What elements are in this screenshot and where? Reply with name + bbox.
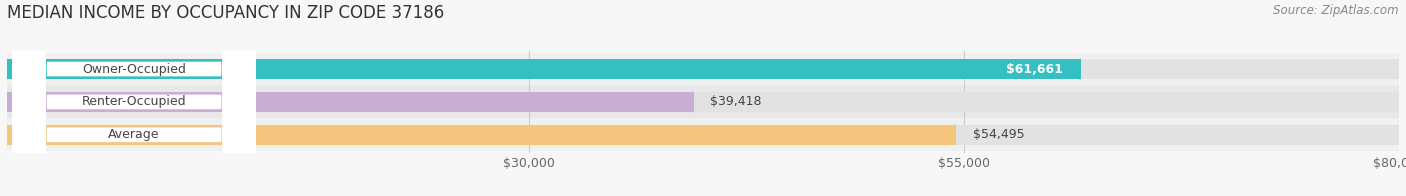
FancyBboxPatch shape — [13, 0, 256, 196]
Text: MEDIAN INCOME BY OCCUPANCY IN ZIP CODE 37186: MEDIAN INCOME BY OCCUPANCY IN ZIP CODE 3… — [7, 4, 444, 22]
Bar — [7, 59, 1080, 79]
Text: $54,495: $54,495 — [973, 128, 1024, 141]
Text: $61,661: $61,661 — [1005, 63, 1063, 75]
Text: Renter-Occupied: Renter-Occupied — [82, 95, 187, 108]
Text: $39,418: $39,418 — [710, 95, 762, 108]
Text: Source: ZipAtlas.com: Source: ZipAtlas.com — [1274, 4, 1399, 17]
Bar — [7, 59, 1399, 79]
Bar — [7, 125, 1399, 145]
Bar — [7, 92, 1399, 112]
Bar — [7, 53, 1399, 85]
Bar — [7, 125, 955, 145]
Bar — [7, 118, 1399, 151]
Bar — [7, 92, 693, 112]
Text: Average: Average — [108, 128, 160, 141]
FancyBboxPatch shape — [13, 0, 256, 196]
FancyBboxPatch shape — [13, 0, 256, 196]
Text: Owner-Occupied: Owner-Occupied — [82, 63, 186, 75]
Bar — [7, 85, 1399, 118]
